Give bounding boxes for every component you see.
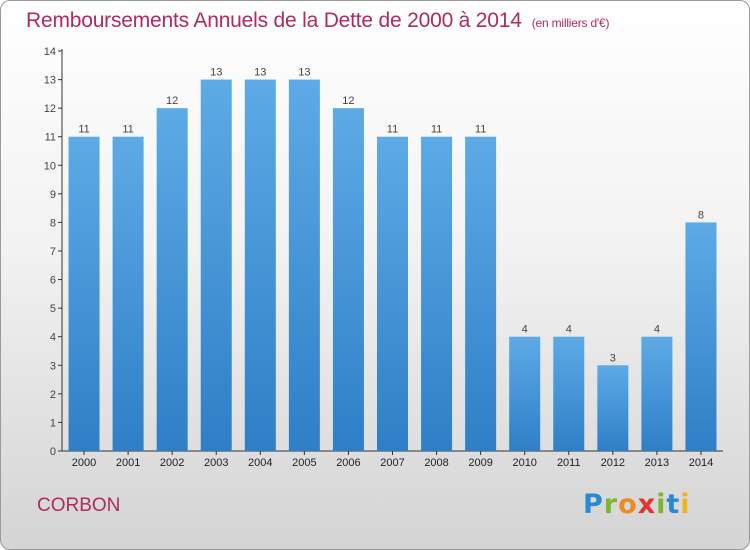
bar-value-label: 11 bbox=[475, 124, 486, 136]
y-tick-label: 11 bbox=[45, 132, 56, 144]
x-tick-label: 2011 bbox=[557, 457, 581, 469]
bar-2006 bbox=[332, 108, 364, 452]
y-tick-label: 14 bbox=[44, 46, 56, 58]
commune-name: CORBON bbox=[37, 495, 121, 516]
x-axis: 2000 2001 2002 2003 2004 2005 2006 2007 2008 2009… bbox=[62, 450, 723, 469]
logo-letter: o bbox=[618, 489, 638, 520]
logo-letter: i bbox=[656, 489, 667, 520]
x-tick-label: 2006 bbox=[336, 457, 360, 469]
bar-value-label: 11 bbox=[78, 124, 89, 136]
bar-2008 bbox=[421, 136, 453, 451]
bar-2014 bbox=[685, 222, 717, 451]
bar-value-label: 11 bbox=[431, 124, 442, 136]
bar-value-label: 11 bbox=[387, 124, 398, 136]
y-tick-label: 12 bbox=[44, 103, 56, 115]
bar-2001 bbox=[112, 136, 144, 451]
x-tick-label: 2009 bbox=[468, 457, 492, 469]
bar-value-label: 13 bbox=[254, 67, 266, 79]
x-tick-label: 2004 bbox=[248, 457, 272, 469]
bar-2005 bbox=[288, 79, 320, 452]
y-tick-label: 3 bbox=[50, 360, 56, 372]
bar-2003 bbox=[200, 79, 232, 452]
bars bbox=[68, 79, 717, 452]
bar-2012 bbox=[597, 365, 629, 451]
x-tick-label: 2010 bbox=[512, 457, 536, 469]
y-tick-label: 5 bbox=[50, 303, 56, 315]
bar-value-label: 13 bbox=[298, 67, 310, 79]
bar-2002 bbox=[156, 108, 188, 452]
logo-letter: r bbox=[603, 489, 619, 520]
y-tick-label: 1 bbox=[50, 417, 56, 429]
x-tick-label: 2003 bbox=[204, 457, 228, 469]
bar-value-label: 13 bbox=[210, 67, 222, 79]
x-tick-label: 2002 bbox=[160, 457, 184, 469]
logo-letter: x bbox=[637, 489, 657, 520]
x-tick-label: 2012 bbox=[601, 457, 625, 469]
bar-2004 bbox=[244, 79, 276, 452]
x-tick-label: 2005 bbox=[292, 457, 316, 469]
value-labels: 11 11 12 13 13 13 12 11 11 11 4 4 3 4 8 bbox=[78, 67, 704, 365]
bar-value-label: 8 bbox=[698, 209, 704, 221]
x-tick-label: 2013 bbox=[645, 457, 669, 469]
proxiti-logo[interactable]: Proxiti bbox=[583, 489, 691, 520]
y-tick-label: 7 bbox=[50, 246, 56, 258]
x-tick-label: 2008 bbox=[424, 457, 448, 469]
x-tick-label: 2000 bbox=[72, 457, 96, 469]
bar-value-label: 4 bbox=[566, 324, 572, 336]
x-tick-label: 2007 bbox=[380, 457, 404, 469]
bar-value-label: 12 bbox=[166, 95, 178, 107]
x-tick-label: 2014 bbox=[689, 457, 713, 469]
chart-title-text: Remboursements Annuels de la Dette de 20… bbox=[26, 9, 522, 32]
bar-value-label: 4 bbox=[522, 324, 528, 336]
y-tick-label: 6 bbox=[50, 275, 56, 287]
bar-2000 bbox=[68, 136, 100, 451]
bar-2009 bbox=[465, 136, 497, 451]
chart-title: Remboursements Annuels de la Dette de 20… bbox=[26, 9, 609, 33]
bar-value-label: 3 bbox=[610, 352, 616, 364]
logo-letter: P bbox=[583, 489, 604, 520]
logo-letter: t bbox=[666, 489, 681, 520]
bar-2011 bbox=[553, 336, 585, 451]
logo-letter: i bbox=[680, 489, 691, 520]
unit-note: (en milliers d'€) bbox=[531, 16, 610, 30]
bar-value-label: 4 bbox=[654, 324, 660, 336]
bar-2013 bbox=[641, 336, 673, 451]
bar-2007 bbox=[377, 136, 408, 451]
y-tick-label: 4 bbox=[50, 332, 56, 344]
x-tick-label: 2001 bbox=[116, 457, 140, 469]
y-tick-label: 0 bbox=[50, 446, 56, 458]
bar-value-label: 12 bbox=[342, 95, 354, 107]
y-tick-label: 10 bbox=[44, 160, 56, 172]
y-tick-label: 8 bbox=[50, 217, 56, 229]
bar-2010 bbox=[509, 336, 541, 451]
y-tick-label: 2 bbox=[50, 389, 56, 401]
y-tick-label: 13 bbox=[44, 75, 56, 87]
bar-value-label: 11 bbox=[122, 124, 133, 136]
y-tick-label: 9 bbox=[50, 189, 56, 201]
